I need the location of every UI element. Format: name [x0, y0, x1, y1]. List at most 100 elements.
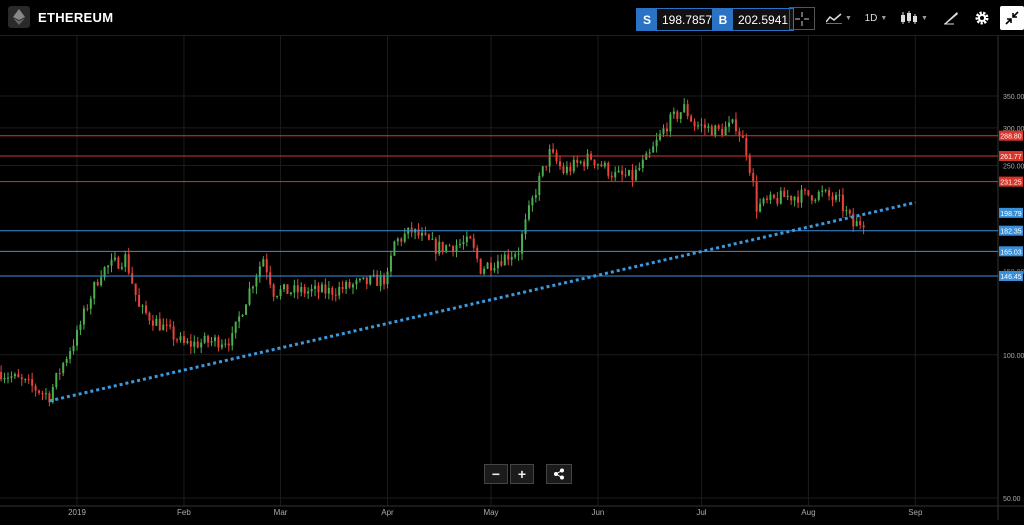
candle-body [638, 168, 641, 170]
chart-type-button[interactable]: ▼ [898, 6, 930, 30]
candle-body [555, 152, 558, 162]
candle-body [469, 236, 472, 239]
zoom-out-button[interactable]: − [484, 464, 508, 484]
candle-body [100, 277, 103, 286]
candle-body [576, 159, 579, 163]
candle-body [548, 149, 551, 167]
candle-body [341, 286, 344, 289]
candle-body [676, 111, 679, 119]
candle-body [386, 271, 389, 285]
candle-body [845, 210, 848, 212]
sell-quote-button[interactable]: S 198.7857 [636, 8, 719, 31]
buy-quote-button[interactable]: B 202.5941 [712, 8, 795, 31]
candle-body [538, 175, 541, 195]
candle-body [828, 190, 831, 197]
resistance-label: 231.25 [1000, 180, 1022, 187]
candle-body [848, 210, 851, 214]
instrument-title: ETHEREUM [8, 6, 113, 28]
candle-body [320, 284, 323, 293]
candle-body [327, 287, 330, 294]
candle-body [358, 278, 361, 281]
candle-body [196, 341, 199, 348]
candle-body [479, 258, 482, 274]
candle-body [117, 257, 120, 269]
candle-body [624, 174, 627, 176]
candle-body [355, 280, 358, 285]
candle-body [703, 124, 706, 128]
candle-body [748, 155, 751, 173]
candle-body [583, 161, 586, 167]
support-label: 182.35 [1000, 229, 1022, 236]
candle-body [103, 267, 106, 278]
timeframe-select[interactable]: 1D ▼ [863, 6, 889, 30]
current-price-box [999, 207, 1023, 218]
candle-body [803, 189, 806, 191]
candle-body [65, 358, 68, 364]
candle-body [86, 308, 89, 310]
ethereum-icon [8, 6, 30, 28]
candle-body [255, 276, 258, 287]
candle-body [189, 341, 192, 347]
candle-body [165, 324, 168, 326]
candle-body [107, 265, 110, 268]
candle-body [389, 255, 392, 272]
candle-body [76, 329, 78, 346]
candle-body [365, 277, 368, 285]
candle-body [10, 376, 13, 378]
candle-body [352, 284, 354, 288]
candle-body [779, 190, 782, 204]
candle-body [248, 288, 251, 305]
candle-body [745, 137, 748, 156]
candle-body [786, 195, 789, 197]
candle-body [728, 122, 731, 127]
candle-body [17, 374, 20, 378]
share-control [546, 464, 572, 484]
candle-body [814, 199, 817, 201]
candle-body [607, 162, 610, 176]
settings-button[interactable] [971, 6, 993, 30]
candle-body [807, 190, 810, 196]
candle-body [686, 104, 689, 117]
candle-body [334, 294, 337, 296]
candle-body [251, 286, 254, 289]
candle-body [345, 281, 348, 289]
candle-body [258, 266, 261, 277]
trend-line [49, 201, 916, 403]
candle-body [697, 125, 699, 127]
candle-body [783, 190, 786, 197]
drawing-tool-button[interactable] [940, 6, 962, 30]
candle-body [217, 337, 220, 348]
indicators-button[interactable]: ▼ [824, 6, 854, 30]
candle-body [13, 374, 16, 377]
candle-body [276, 296, 279, 298]
candle-body [338, 286, 341, 296]
price-chart-svg[interactable]: 2019 Feb Mar Apr May Jun Jul Aug Sep 350.00 300.00… [0, 36, 1024, 520]
gear-icon [975, 11, 989, 25]
zoom-controls: − + [484, 464, 534, 484]
candle-body [203, 335, 206, 343]
buy-tag: B [713, 9, 733, 30]
candle-body [641, 159, 644, 169]
candle-body [427, 234, 430, 240]
crosshair-button[interactable] [789, 7, 815, 30]
candle-body [669, 114, 672, 132]
candle-body [634, 169, 637, 181]
candle-body [496, 261, 499, 269]
candle-body [296, 285, 299, 293]
candle-body [38, 390, 41, 393]
candle-body [524, 219, 527, 235]
collapse-button[interactable] [1000, 6, 1024, 30]
candle-body [517, 253, 520, 255]
share-icon [554, 468, 564, 480]
candle-body [269, 272, 272, 285]
share-button[interactable] [546, 464, 572, 484]
candle-body [452, 245, 455, 252]
candle-body [24, 379, 27, 381]
candle-body [7, 377, 9, 379]
zoom-in-button[interactable]: + [510, 464, 534, 484]
candle-body [521, 234, 524, 254]
price-chart[interactable]: 2019 Feb Mar Apr May Jun Jul Aug Sep 350.00 300.00… [0, 36, 1024, 520]
candle-body [579, 161, 582, 163]
candle-body [324, 284, 327, 294]
candle-body [483, 268, 486, 274]
